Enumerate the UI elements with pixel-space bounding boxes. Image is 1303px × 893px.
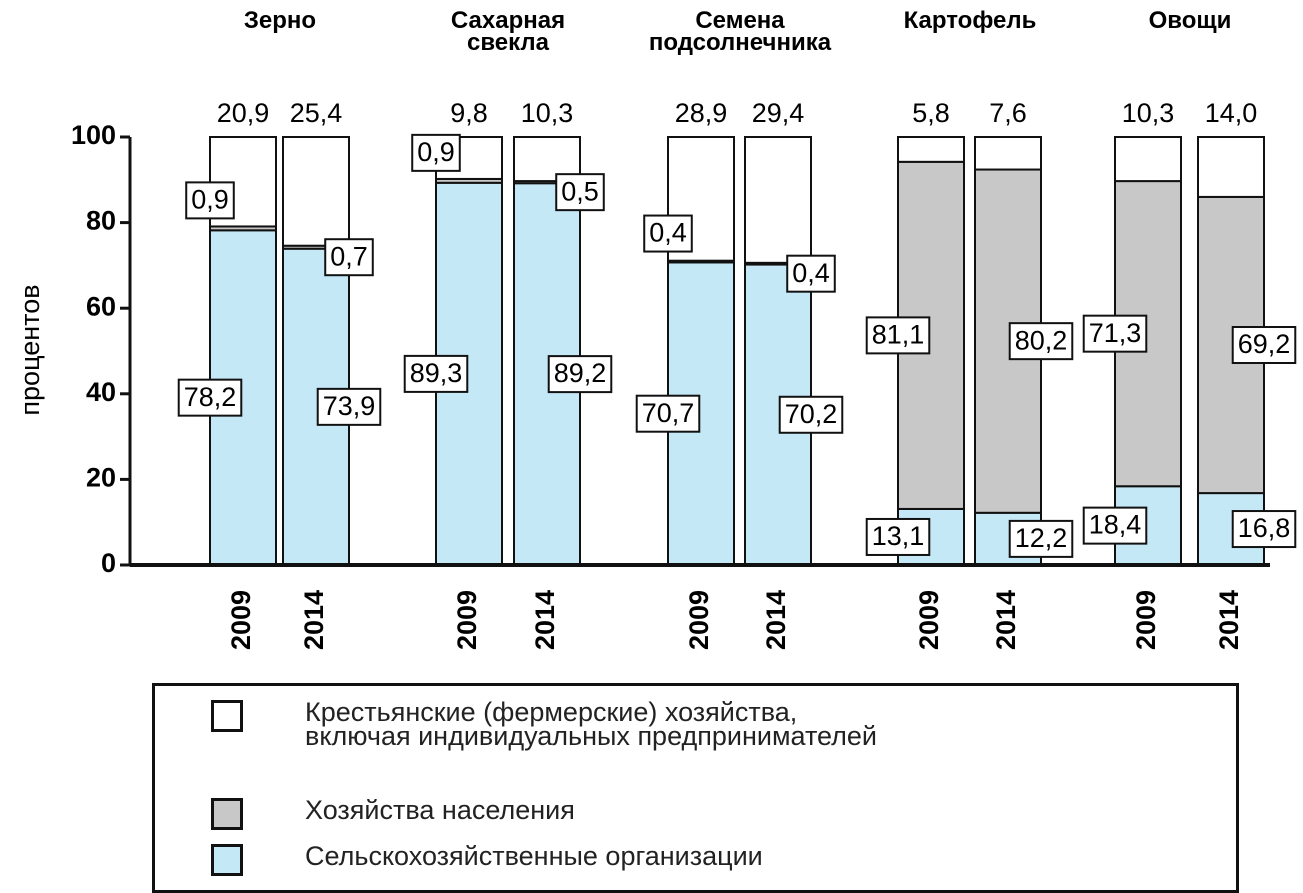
y-axis-label: процентов [15, 284, 45, 415]
value-label: 13,1 [872, 521, 925, 551]
value-label: 29,4 [752, 98, 805, 128]
value-label-box [403, 354, 469, 393]
bar-segment [282, 136, 350, 247]
value-label-box [778, 395, 844, 434]
group-label: Овощи [1148, 7, 1232, 34]
x-tick-label: 2014 [530, 590, 560, 650]
value-label: 89,3 [410, 358, 463, 388]
x-tick-label: 2014 [991, 590, 1021, 650]
value-label: 71,3 [1089, 318, 1142, 348]
value-label: 81,1 [872, 320, 925, 350]
bar-segment [744, 136, 812, 264]
group-label: Зерно [243, 7, 317, 34]
group-label: Картофель [903, 7, 1037, 34]
legend-label: Сельскохозяйственные организации [305, 841, 763, 871]
legend-swatch [211, 798, 243, 830]
value-label-box [177, 378, 243, 417]
value-label-box [411, 133, 461, 172]
legend: Крестьянские (фермерские) хозяйства, вкл… [152, 683, 1239, 893]
x-tick-label: 2014 [1214, 590, 1244, 650]
legend-item: Сельскохозяйственные организации [211, 841, 763, 876]
value-label: 89,2 [554, 358, 607, 388]
y-tick-label: 100 [71, 120, 116, 150]
value-label-box [1008, 322, 1074, 361]
value-label: 80,2 [1015, 325, 1068, 355]
value-label: 20,9 [217, 98, 270, 128]
y-tick-label: 80 [86, 206, 116, 236]
y-tick-label: 0 [101, 548, 116, 578]
value-label: 18,4 [1089, 510, 1142, 540]
value-label: 0,5 [561, 176, 599, 206]
legend-label: Хозяйства населения [305, 795, 575, 825]
group-label: Семена подсолнечника [648, 7, 832, 56]
value-label: 70,2 [785, 399, 838, 429]
value-label: 0,7 [330, 241, 368, 271]
value-label: 28,9 [675, 98, 728, 128]
value-label-box [865, 316, 931, 355]
legend-item: Крестьянские (фермерские) хозяйства, вкл… [211, 697, 877, 751]
y-tick-label: 60 [86, 291, 116, 321]
value-label: 69,2 [1238, 329, 1291, 359]
y-tick-label: 40 [86, 377, 116, 407]
legend-swatch [211, 700, 243, 732]
x-tick-label: 2014 [299, 590, 329, 650]
value-label: 78,2 [184, 382, 237, 412]
legend-swatch [211, 844, 243, 876]
bar-segment [1197, 136, 1265, 198]
value-label-box [1082, 314, 1148, 353]
x-tick-label: 2009 [914, 590, 944, 650]
value-label-box [635, 394, 701, 433]
value-label: 25,4 [290, 98, 343, 128]
value-label: 70,7 [642, 398, 695, 428]
group-label: Сахарная свекла [450, 7, 566, 56]
x-tick-label: 2014 [761, 590, 791, 650]
value-label-box [316, 387, 382, 426]
value-label: 0,4 [649, 218, 687, 248]
value-label: 10,3 [521, 98, 574, 128]
value-label-box [1082, 506, 1148, 545]
value-label: 0,4 [792, 258, 830, 288]
value-label: 14,0 [1205, 98, 1258, 128]
value-label-box [324, 238, 374, 277]
value-label-box [1008, 519, 1074, 558]
value-label: 10,3 [1122, 98, 1175, 128]
value-label-box [185, 181, 235, 220]
value-label: 16,8 [1238, 513, 1291, 543]
value-label-box [786, 254, 836, 293]
x-tick-label: 2009 [226, 590, 256, 650]
value-label: 73,9 [323, 391, 376, 421]
y-tick-label: 20 [86, 463, 116, 493]
value-label-box [1231, 510, 1297, 549]
legend-item: Хозяйства населения [211, 795, 575, 830]
value-label: 0,9 [417, 137, 455, 167]
bar-segment [974, 136, 1042, 171]
bar-segment [1114, 136, 1182, 183]
value-label: 5,8 [912, 98, 950, 128]
x-tick-label: 2009 [684, 590, 714, 650]
value-label: 9,8 [450, 98, 488, 128]
value-label-box [643, 214, 693, 253]
value-label-box [865, 517, 931, 556]
x-tick-label: 2009 [1131, 590, 1161, 650]
value-label-box [1231, 326, 1297, 365]
value-label: 12,2 [1015, 523, 1068, 553]
value-label: 0,9 [191, 185, 229, 215]
legend-label: Крестьянские (фермерские) хозяйства, вкл… [305, 697, 877, 751]
bar-segment [897, 136, 965, 163]
x-tick-label: 2009 [452, 590, 482, 650]
value-label-box [555, 173, 605, 212]
value-label: 7,6 [989, 98, 1027, 128]
value-label-box [547, 355, 613, 394]
